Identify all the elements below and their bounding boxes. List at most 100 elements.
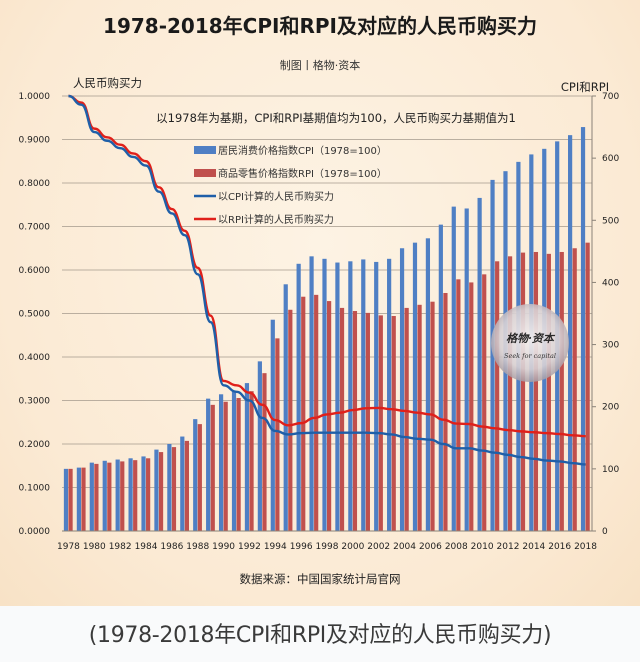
rpi-bar — [120, 461, 125, 531]
x-tick-label: 1984 — [135, 542, 158, 552]
right-tick-label: 500 — [602, 216, 619, 226]
cpi-bar — [283, 284, 288, 531]
right-tick-label: 600 — [602, 154, 619, 164]
left-tick-label: 0.7000 — [19, 223, 51, 233]
cpi-bar — [361, 259, 366, 531]
legend: 居民消费价格指数CPI（1978=100） 商品零售价格指数RPI（1978=10… — [194, 144, 387, 226]
cpi-bar — [257, 361, 262, 531]
rpi-bar — [275, 338, 280, 531]
left-tick-label: 0.1000 — [19, 484, 51, 494]
cpi-bar — [425, 238, 431, 532]
rpi-bar — [456, 279, 461, 531]
cpi-bar — [451, 206, 456, 531]
seal-circle — [491, 304, 569, 382]
cpi-bar — [412, 242, 418, 531]
x-tick-label: 1978 — [57, 542, 80, 552]
chart-svg: 1978-2018年CPI和RPI及对应的人民币购买力 制图丨格物·资本 人民币… — [19, 14, 620, 586]
cpi-bar — [580, 127, 586, 532]
cpi-bar — [477, 197, 482, 531]
x-tick-label: 2016 — [548, 542, 571, 552]
x-axis-ticks: 1978 1980 1982 1984 1986 1988 1990 1992 1994 1996… — [57, 542, 597, 552]
rpi-bar — [197, 424, 202, 531]
cpi-bar — [335, 262, 340, 531]
cpi-bar — [244, 383, 250, 531]
rpi-bar — [559, 251, 564, 531]
legend-label: 以RPI计算的人民币购买力 — [218, 213, 334, 226]
cpi-purchasing-power-line — [68, 94, 586, 466]
bar-series — [63, 127, 590, 532]
right-tick-label: 700 — [602, 92, 619, 102]
rpi-bar — [546, 253, 551, 532]
x-tick-label: 2000 — [341, 542, 364, 552]
cpi-bar — [438, 224, 443, 531]
seal-text-en: Seek for capital — [504, 352, 556, 360]
left-axis-ticks: 0.0000 0.1000 0.2000 0.3000 0.4000 0.5000 0.60… — [19, 92, 51, 537]
rpi-bar — [107, 462, 112, 531]
chart-title: 1978-2018年CPI和RPI及对应的人民币购买力 — [103, 14, 537, 38]
cpi-bar — [206, 398, 211, 531]
cpi-bar — [180, 436, 185, 531]
x-tick-label: 2010 — [471, 542, 494, 552]
rpi-bar — [249, 391, 254, 531]
rpi-bar — [133, 460, 138, 531]
right-tick-label: 300 — [602, 341, 619, 351]
watermark-seal: 格物·资本 Seek for capital — [491, 304, 569, 382]
rpi-bar — [469, 282, 474, 531]
cpi-bar — [154, 449, 159, 531]
left-tick-label: 0.9000 — [19, 136, 51, 146]
left-tick-label: 1.0000 — [19, 92, 51, 102]
cpi-bar — [115, 459, 120, 531]
rpi-bar — [404, 307, 409, 531]
right-axis-title: CPI和RPI — [561, 80, 609, 94]
cpi-bar — [167, 444, 172, 531]
right-tick-label: 200 — [602, 403, 619, 413]
x-tick-label: 1992 — [238, 542, 261, 552]
legend-label: 商品零售价格指数RPI（1978=100） — [218, 167, 387, 180]
cpi-bar — [322, 258, 327, 531]
x-tick-label: 1988 — [186, 542, 209, 552]
rpi-bar — [378, 315, 383, 531]
rpi-bar — [210, 404, 215, 531]
rpi-bar — [391, 315, 396, 531]
right-tick-label: 100 — [602, 465, 619, 475]
right-tick-label: 400 — [602, 278, 619, 288]
rpi-bar — [339, 307, 345, 531]
x-tick-label: 2008 — [445, 542, 468, 552]
cpi-bar — [218, 394, 224, 531]
rpi-bar — [223, 401, 228, 531]
x-tick-label: 1990 — [212, 542, 235, 552]
cpi-bar — [63, 468, 69, 531]
x-tick-label: 1980 — [83, 542, 106, 552]
rpi-bar — [158, 452, 164, 531]
x-tick-label: 2002 — [367, 542, 390, 552]
cpi-bar — [348, 261, 353, 531]
legend-swatch — [194, 169, 216, 177]
chart-card: 1978-2018年CPI和RPI及对应的人民币购买力 制图丨格物·资本 人民币… — [0, 0, 640, 606]
caption-band — [0, 606, 640, 662]
cpi-bar — [193, 419, 198, 531]
rpi-bar — [520, 252, 526, 531]
left-tick-label: 0.6000 — [19, 266, 51, 276]
chart-note: 以1978年为基期，CPI和RPI基期值均为100，人民币购买力基期值为1 — [156, 111, 516, 125]
rpi-bar — [533, 251, 539, 531]
rpi-bar — [572, 248, 577, 531]
rpi-bar — [236, 398, 241, 531]
rpi-bar — [585, 242, 590, 531]
left-tick-label: 0.5000 — [19, 310, 51, 320]
cpi-bar — [464, 208, 469, 531]
rpi-bar — [314, 294, 319, 531]
legend-label: 居民消费价格指数CPI（1978=100） — [218, 144, 387, 157]
rpi-bar — [352, 311, 358, 531]
right-tick-label: 0 — [602, 527, 608, 537]
x-tick-label: 1982 — [109, 542, 132, 552]
x-tick-label: 2014 — [522, 542, 545, 552]
left-tick-label: 0.3000 — [19, 397, 51, 407]
rpi-bar — [443, 292, 448, 531]
cpi-bar — [141, 456, 146, 531]
rpi-bar — [288, 309, 293, 531]
rpi-bar — [94, 463, 99, 531]
rpi-bar — [81, 467, 86, 531]
rpi-bar — [365, 312, 370, 531]
cpi-bar — [374, 261, 379, 531]
x-tick-label: 1996 — [290, 542, 313, 552]
